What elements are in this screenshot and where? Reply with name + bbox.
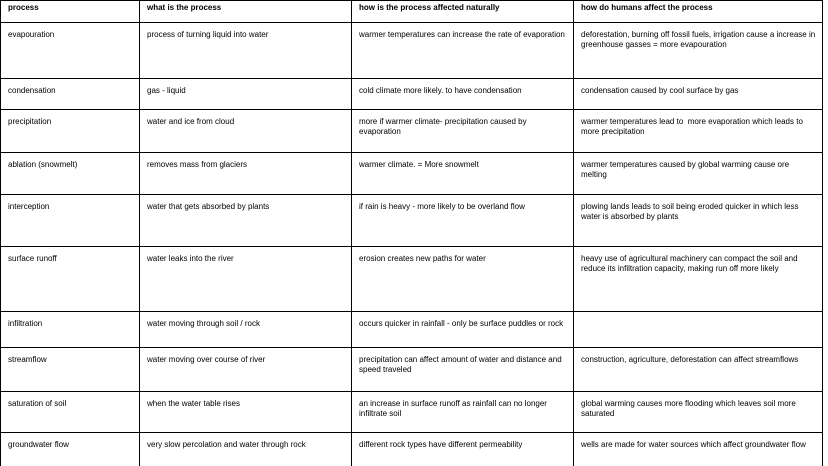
cell-human-effect [573, 311, 823, 348]
column-header-natural-effect: how is the process affected naturally [351, 0, 574, 23]
table-row-interception: interception water that gets absorbed by… [0, 194, 823, 247]
cell-human-effect: wells are made for water sources which a… [573, 432, 823, 466]
cell-natural-effect: warmer temperatures can increase the rat… [351, 22, 574, 79]
cell-natural-effect: an increase in surface runoff as rainfal… [351, 391, 574, 433]
cell-natural-effect: cold climate more likely. to have conden… [351, 78, 574, 110]
cell-process: evapouration [0, 22, 140, 79]
table-row-infiltration: infiltration water moving through soil /… [0, 311, 823, 348]
cell-definition: when the water table rises [139, 391, 352, 433]
cell-definition: gas - liquid [139, 78, 352, 110]
cell-natural-effect: warmer climate. = More snowmelt [351, 152, 574, 195]
table-row-precipitation: precipitation water and ice from cloud m… [0, 109, 823, 153]
cell-natural-effect: precipitation can affect amount of water… [351, 347, 574, 392]
cell-human-effect: condensation caused by cool surface by g… [573, 78, 823, 110]
column-header-what-is-the-process: what is the process [139, 0, 352, 23]
header-row: process what is the process how is the p… [0, 0, 823, 23]
cell-human-effect: heavy use of agricultural machinery can … [573, 246, 823, 312]
cell-human-effect: deforestation, burning off fossil fuels,… [573, 22, 823, 79]
table-row-saturation-of-soil: saturation of soil when the water table … [0, 391, 823, 433]
cell-process: condensation [0, 78, 140, 110]
cell-process: ablation (snowmelt) [0, 152, 140, 195]
cell-natural-effect: erosion creates new paths for water [351, 246, 574, 312]
cell-definition: removes mass from glaciers [139, 152, 352, 195]
cell-human-effect: global warming causes more flooding whic… [573, 391, 823, 433]
table-row-evapouration: evapouration process of turning liquid i… [0, 22, 823, 79]
column-header-process: process [0, 0, 140, 23]
cell-human-effect: warmer temperatures caused by global war… [573, 152, 823, 195]
table-row-condensation: condensation gas - liquid cold climate m… [0, 78, 823, 110]
cell-process: precipitation [0, 109, 140, 153]
cell-process: surface runoff [0, 246, 140, 312]
cell-definition: process of turning liquid into water [139, 22, 352, 79]
cell-process: streamflow [0, 347, 140, 392]
table-row-surface-runoff: surface runoff water leaks into the rive… [0, 246, 823, 312]
cell-process: groundwater flow [0, 432, 140, 466]
table-row-streamflow: streamflow water moving over course of r… [0, 347, 823, 392]
cell-natural-effect: different rock types have different perm… [351, 432, 574, 466]
cell-natural-effect: occurs quicker in rainfall - only be sur… [351, 311, 574, 348]
cell-process: infiltration [0, 311, 140, 348]
table-row-groundwater-flow: groundwater flow very slow percolation a… [0, 432, 823, 466]
cell-definition: water moving over course of river [139, 347, 352, 392]
cell-natural-effect: if rain is heavy - more likely to be ove… [351, 194, 574, 247]
cell-human-effect: warmer temperatures lead to more evapora… [573, 109, 823, 153]
table-row-ablation: ablation (snowmelt) removes mass from gl… [0, 152, 823, 195]
cell-process: interception [0, 194, 140, 247]
cell-definition: very slow percolation and water through … [139, 432, 352, 466]
cell-process: saturation of soil [0, 391, 140, 433]
cell-definition: water that gets absorbed by plants [139, 194, 352, 247]
cell-human-effect: construction, agriculture, deforestation… [573, 347, 823, 392]
cell-definition: water and ice from cloud [139, 109, 352, 153]
column-header-human-effect: how do humans affect the process [573, 0, 823, 23]
cell-definition: water moving through soil / rock [139, 311, 352, 348]
cell-natural-effect: more if warmer climate- precipitation ca… [351, 109, 574, 153]
cell-definition: water leaks into the river [139, 246, 352, 312]
cell-human-effect: plowing lands leads to soil being eroded… [573, 194, 823, 247]
